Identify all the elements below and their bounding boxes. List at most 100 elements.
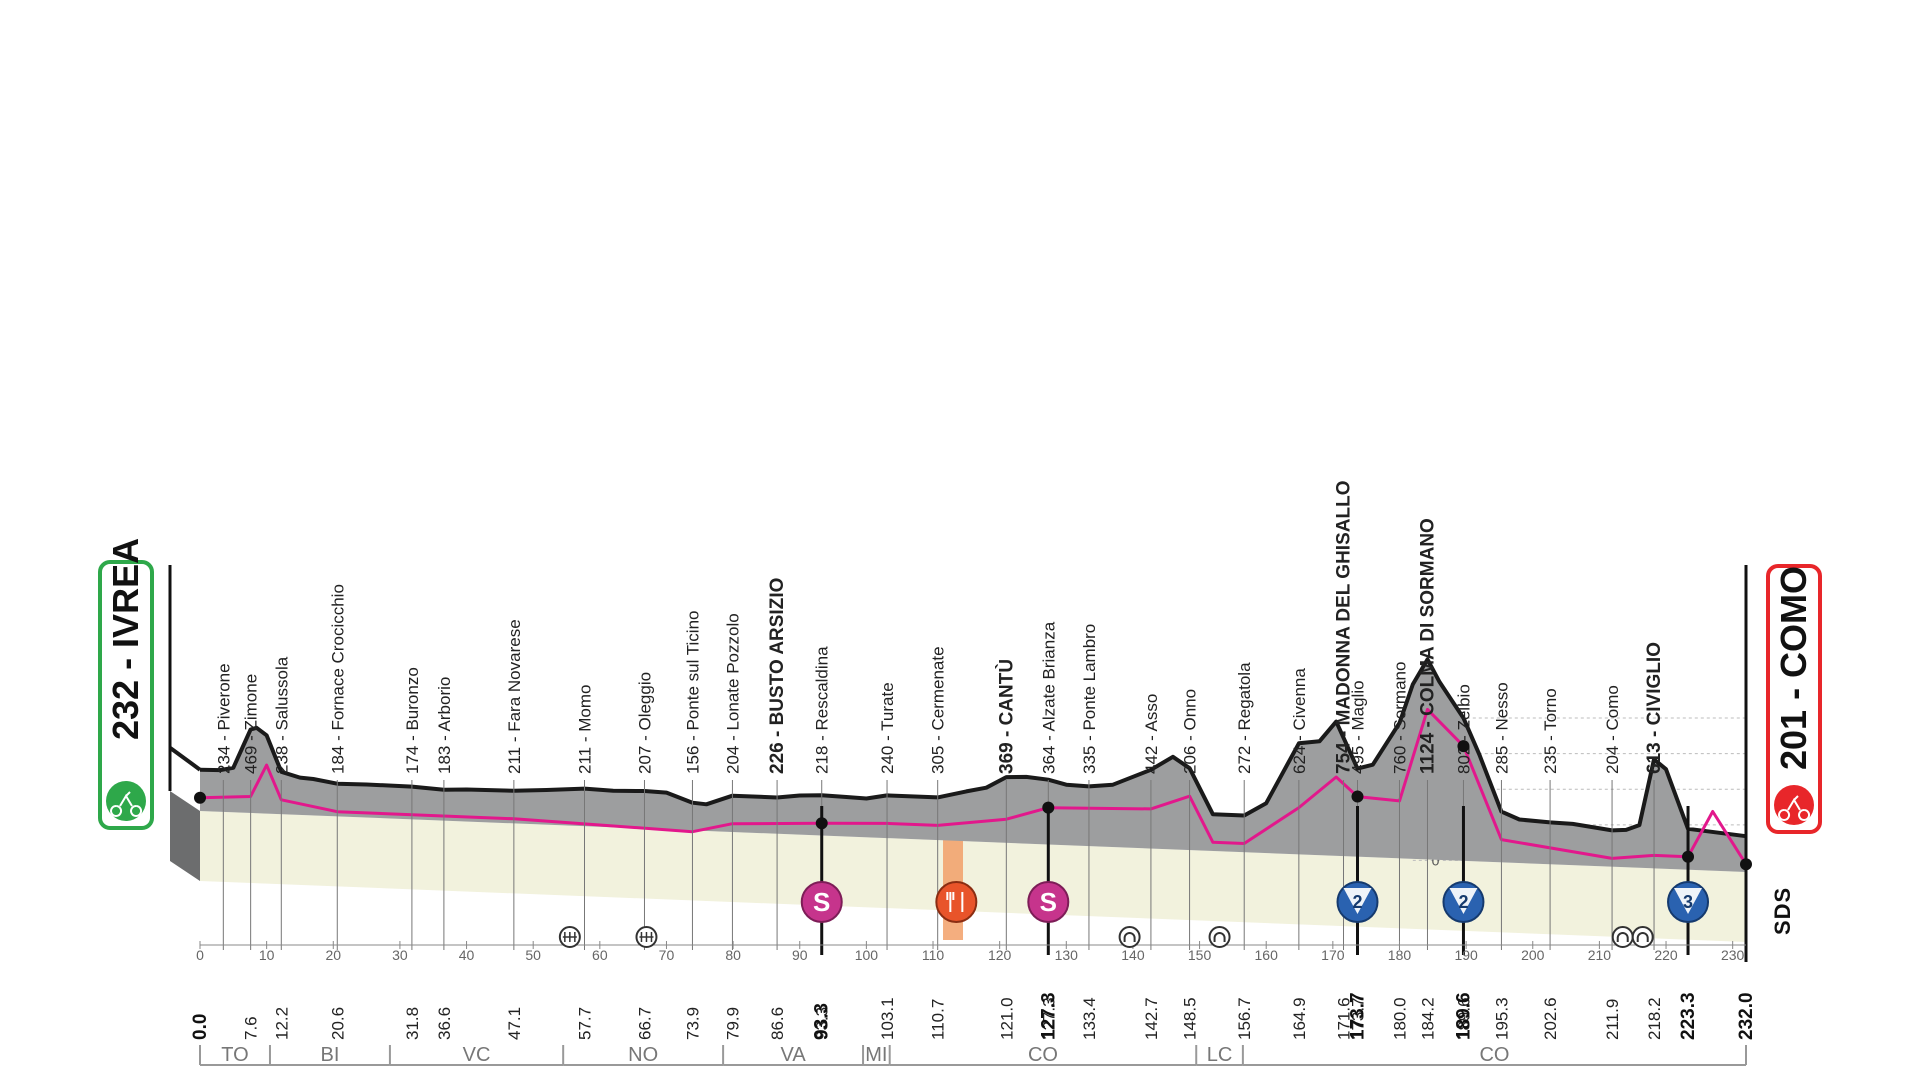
km-label: 171.6 bbox=[1335, 997, 1354, 1040]
km-label-emphasis: 93.3 bbox=[812, 1003, 833, 1040]
start-badge: 232 - IVREA bbox=[98, 538, 154, 830]
x-tick-label: 110 bbox=[922, 947, 945, 963]
x-tick-label: 40 bbox=[459, 947, 475, 963]
start-badge-frame bbox=[98, 560, 154, 830]
waypoint-label: 442 - Asso bbox=[1142, 694, 1161, 774]
x-tick-label: 190 bbox=[1454, 947, 1478, 963]
waypoint-label: 207 - Oleggio bbox=[635, 672, 654, 774]
km-label: 142.7 bbox=[1142, 997, 1161, 1040]
pin-dot bbox=[1351, 790, 1364, 803]
kom-marker-triangle bbox=[1343, 888, 1372, 914]
waypoint-label: 204 - Como bbox=[1603, 685, 1622, 774]
waypoint-label: 226 - BUSTO ARSIZIO bbox=[767, 578, 788, 774]
waypoint-label: 469 - Zimone bbox=[242, 674, 261, 774]
km-label: 202.6 bbox=[1541, 997, 1560, 1040]
waypoint-label: 184 - Fornace Crocicchio bbox=[328, 584, 347, 774]
x-tick-label: 130 bbox=[1055, 947, 1079, 963]
x-tick-label: 50 bbox=[525, 947, 541, 963]
province-label: BI bbox=[320, 1044, 339, 1066]
tunnel-icon bbox=[1208, 926, 1231, 948]
tunnel-icon bbox=[1631, 926, 1654, 948]
province-label: VA bbox=[780, 1044, 806, 1066]
x-tick-label: 30 bbox=[392, 947, 408, 963]
cyclist-icon-glyph bbox=[110, 791, 143, 817]
province-label: VC bbox=[463, 1044, 491, 1066]
waypoint-label: 218 - Rescaldina bbox=[813, 646, 832, 774]
waypoint-label: 305 - Cermenate bbox=[929, 646, 948, 774]
x-tick-label: 20 bbox=[325, 947, 341, 963]
waypoint-label: 624 - Civenna bbox=[1290, 668, 1309, 774]
pin-dot bbox=[815, 817, 828, 830]
waypoint-label: 204 - Lonate Pozzolo bbox=[723, 613, 742, 774]
y-tick-label: 0 bbox=[1432, 852, 1440, 868]
tunnel-icon-glyph bbox=[1123, 932, 1136, 942]
province-label: NO bbox=[628, 1044, 658, 1066]
km-label: 218.2 bbox=[1645, 997, 1664, 1040]
km-label: 211.9 bbox=[1603, 999, 1622, 1040]
waypoint-label: 183 - Arborio bbox=[435, 677, 454, 774]
waypoint-label: 240 - Turate bbox=[878, 682, 897, 774]
sprint-marker-label: S bbox=[1040, 887, 1057, 917]
waypoint-label: 335 - Ponte Lambro bbox=[1080, 624, 1099, 774]
profile-area-layer bbox=[168, 657, 1747, 872]
kom-marker-label: 2 bbox=[1458, 892, 1468, 912]
cyclist-finish-icon bbox=[1774, 785, 1814, 825]
x-tick-label: 170 bbox=[1321, 947, 1345, 963]
x-tick-label: 200 bbox=[1521, 947, 1545, 963]
km-label: 127.3 bbox=[1039, 997, 1058, 1040]
waypoint-label: 364 - Alzate Brianza bbox=[1039, 621, 1058, 774]
watermark-text: SDS bbox=[1770, 887, 1795, 935]
waypoint-lines-layer bbox=[168, 565, 1748, 962]
km-label: 93.3 bbox=[813, 1007, 832, 1040]
km-label-emphasis: 0.0 bbox=[190, 1014, 211, 1040]
pin-dot bbox=[1682, 850, 1695, 863]
x-tick-label: 180 bbox=[1388, 947, 1412, 963]
tunnel-icon bbox=[1118, 926, 1141, 948]
km-label: 189.6 bbox=[1454, 997, 1473, 1040]
x-tick-label: 120 bbox=[988, 947, 1012, 963]
km-label: 180.0 bbox=[1390, 997, 1409, 1040]
km-label-emphasis: 232.0 bbox=[1736, 992, 1757, 1040]
waypoint-label: 495 - Maglio bbox=[1349, 680, 1368, 774]
km-label: 66.7 bbox=[635, 1007, 654, 1040]
tunnel-icon-glyph bbox=[1636, 932, 1649, 942]
feed-zone-icon-glyph bbox=[946, 892, 964, 912]
km-label: 133.4 bbox=[1080, 997, 1099, 1040]
x-tick-label: 160 bbox=[1255, 947, 1279, 963]
x-tick-label: 100 bbox=[855, 947, 879, 963]
km-label-emphasis: 127.3 bbox=[1038, 992, 1059, 1040]
tunnel-icon bbox=[1611, 926, 1634, 948]
x-tick-label: 10 bbox=[259, 947, 275, 963]
waypoint-label: 760 - Sormano bbox=[1390, 662, 1409, 774]
km-label: 121.0 bbox=[997, 997, 1016, 1040]
km-label: 110.7 bbox=[929, 999, 948, 1040]
waypoint-label: 802 - Zelbio bbox=[1454, 684, 1473, 774]
x-tick-label: 90 bbox=[792, 947, 808, 963]
markers-layer: S S 2 2 3 bbox=[194, 740, 1752, 948]
km-label: 86.6 bbox=[768, 1007, 787, 1040]
x-tick-label: 150 bbox=[1188, 947, 1212, 963]
profile-outline-edge bbox=[168, 746, 202, 772]
km-label: 36.6 bbox=[435, 1007, 454, 1040]
waypoint-label: 234 - Piverone bbox=[214, 663, 233, 774]
level-crossing-icon-glyph bbox=[639, 932, 654, 942]
province-label: MI bbox=[865, 1044, 887, 1066]
cyclist-finish-icon-glyph bbox=[1778, 795, 1811, 821]
waypoint-label: 369 - CANTÙ bbox=[995, 659, 1017, 774]
waypoint-label: 174 - Buronzo bbox=[403, 667, 422, 774]
x-tick-label: 80 bbox=[725, 947, 741, 963]
km-label: 156.7 bbox=[1235, 997, 1254, 1040]
x-tick-label: 140 bbox=[1121, 947, 1145, 963]
feed-zone-icon bbox=[935, 881, 978, 923]
km-label-emphasis: 223.3 bbox=[1678, 992, 1699, 1040]
x-tick-label: 210 bbox=[1588, 947, 1612, 963]
tunnel-icon-glyph bbox=[1213, 932, 1226, 942]
km-label-emphasis: 189.6 bbox=[1453, 992, 1474, 1040]
km-label: 31.8 bbox=[403, 1007, 422, 1040]
province-label: CO bbox=[1479, 1044, 1509, 1066]
sprint-marker-label: S bbox=[813, 887, 830, 917]
pin-dot bbox=[1740, 858, 1752, 871]
kom-marker-triangle bbox=[1449, 888, 1478, 914]
kom-marker-triangle bbox=[1674, 888, 1703, 914]
